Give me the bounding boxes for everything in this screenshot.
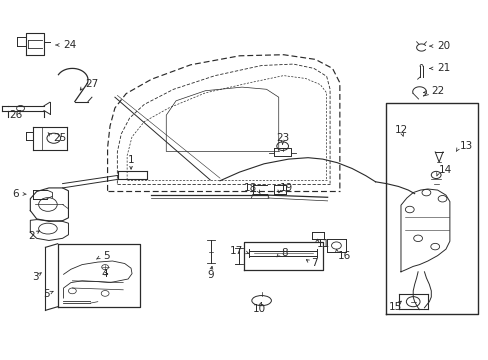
Text: 1: 1 (127, 155, 134, 165)
Text: 19: 19 (279, 183, 292, 193)
Text: 14: 14 (438, 165, 451, 175)
Text: 27: 27 (85, 78, 99, 89)
Text: 22: 22 (430, 86, 444, 96)
Text: 13: 13 (459, 141, 472, 151)
Text: 4: 4 (102, 269, 108, 279)
Text: 23: 23 (275, 132, 289, 143)
Text: 17: 17 (229, 246, 243, 256)
Text: 8: 8 (281, 248, 287, 258)
Text: 24: 24 (63, 40, 77, 50)
Text: 3: 3 (32, 272, 39, 282)
Text: 18: 18 (243, 183, 256, 193)
Text: 15: 15 (387, 302, 401, 312)
Text: 2: 2 (28, 231, 35, 241)
Text: 21: 21 (437, 63, 450, 73)
Text: 5: 5 (43, 289, 50, 300)
Text: 25: 25 (53, 132, 66, 143)
Text: 26: 26 (9, 110, 22, 120)
Text: 16: 16 (337, 251, 350, 261)
Text: 12: 12 (393, 125, 407, 135)
Text: 11: 11 (316, 239, 329, 249)
Text: 5: 5 (102, 251, 109, 261)
Text: 6: 6 (12, 189, 19, 199)
Text: 9: 9 (206, 270, 213, 280)
Text: 7: 7 (310, 258, 317, 268)
Text: 20: 20 (437, 41, 450, 51)
Text: 10: 10 (252, 304, 265, 314)
